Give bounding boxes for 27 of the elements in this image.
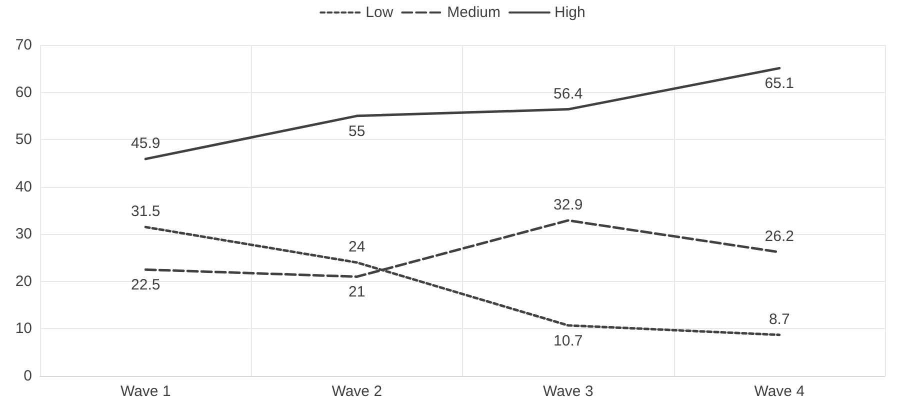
y-tick-label: 10 [15, 320, 32, 338]
x-tick-label: Wave 2 [332, 383, 382, 400]
data-label: 21 [348, 284, 366, 301]
y-tick-label: 70 [15, 36, 32, 54]
data-label: 32.9 [554, 196, 583, 214]
y-tick-label: 0 [24, 368, 32, 384]
x-tick-label: Wave 1 [120, 383, 171, 400]
data-label: 56.4 [554, 85, 583, 102]
data-label: 24 [348, 238, 366, 256]
data-label: 65.1 [764, 75, 794, 92]
data-label: 8.7 [768, 310, 790, 328]
x-tick-label: Wave 4 [754, 383, 805, 400]
y-tick-label: 50 [15, 131, 32, 148]
data-label: 31.5 [131, 203, 160, 220]
data-label: 26.2 [764, 228, 794, 246]
y-tick-label: 40 [15, 178, 32, 196]
x-tick-label: Wave 3 [542, 383, 594, 400]
data-label: 22.5 [131, 276, 160, 294]
data-label: 45.9 [131, 134, 160, 152]
legend-label: Medium [447, 4, 501, 21]
data-label: 55 [348, 122, 366, 140]
y-tick-label: 20 [15, 272, 32, 290]
y-tick-label: 30 [15, 226, 32, 243]
y-tick-label: 60 [15, 84, 32, 101]
legend-label: High [554, 4, 586, 21]
data-label: 10.7 [554, 332, 583, 350]
legend-label: Low [366, 4, 394, 21]
